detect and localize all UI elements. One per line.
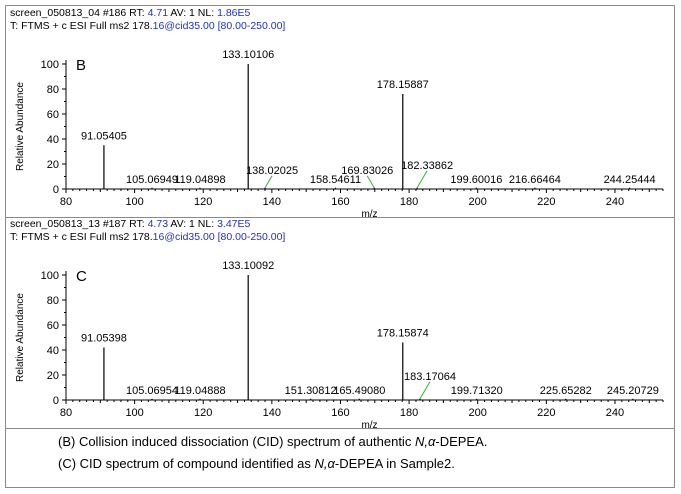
y-tick-label: 20 bbox=[47, 159, 59, 171]
peak-label: 158.54611 bbox=[310, 174, 361, 186]
y-axis-label: Relative Abundance bbox=[15, 293, 26, 382]
peak-label: 138.02025 bbox=[246, 165, 298, 177]
peak-label: 244.25444 bbox=[604, 174, 656, 186]
scan-id-text: screen_050813_13 #187 RT: bbox=[10, 218, 148, 230]
y-tick-label: 40 bbox=[47, 134, 59, 146]
peak-label-leader bbox=[419, 381, 431, 400]
y-tick-label: 60 bbox=[47, 320, 59, 332]
y-tick-label: 40 bbox=[47, 345, 59, 357]
peak-label: 199.71320 bbox=[451, 385, 503, 397]
panel-letter: B bbox=[76, 57, 86, 74]
scan-av-text: AV: 1 NL: bbox=[168, 7, 218, 19]
peak-label: 225.65282 bbox=[540, 385, 592, 397]
y-axis-label: Relative Abundance bbox=[15, 82, 26, 171]
retention-time-value: 4.71 bbox=[147, 7, 169, 19]
peak-label: 119.04888 bbox=[174, 385, 225, 397]
x-tick-label: 240 bbox=[606, 196, 624, 208]
retention-time-value: 4.73 bbox=[147, 218, 169, 230]
x-tick-label: 240 bbox=[606, 407, 624, 419]
peak-label: 182.33862 bbox=[401, 160, 453, 172]
scan-header-line2: T: FTMS + c ESI Full ms2 178.16@cid35.00… bbox=[10, 20, 285, 33]
peak-label: 91.05405 bbox=[81, 130, 127, 142]
y-tick-label: 0 bbox=[53, 395, 59, 407]
peak-label: 169.83026 bbox=[341, 165, 393, 177]
scan-filter-text: T: FTMS + c ESI Full ms2 178. bbox=[10, 20, 153, 32]
y-tick-label: 80 bbox=[47, 295, 59, 307]
y-tick-label: 20 bbox=[47, 370, 59, 382]
scan-filter-range: 16@cid35.00 [80.00-250.00] bbox=[152, 231, 286, 243]
peak-label: 133.10106 bbox=[222, 49, 274, 61]
normalization-level-value: 1.86E5 bbox=[217, 7, 251, 19]
peak-label: 183.17064 bbox=[404, 371, 456, 383]
y-tick-label: 0 bbox=[53, 184, 59, 196]
scan-header-line2: T: FTMS + c ESI Full ms2 178.16@cid35.00… bbox=[10, 231, 285, 244]
scan-av-text: AV: 1 NL: bbox=[168, 218, 218, 230]
x-tick-label: 120 bbox=[194, 196, 212, 208]
x-tick-label: 200 bbox=[469, 196, 487, 208]
peak-label-leader bbox=[366, 175, 375, 189]
panel-letter: C bbox=[76, 268, 87, 285]
peak-label: 105.06949 bbox=[126, 174, 178, 186]
caption-line-c: (C) CID spectrum of compound identified … bbox=[58, 456, 455, 471]
x-tick-label: 100 bbox=[125, 407, 143, 419]
scan-filter-text: T: FTMS + c ESI Full ms2 178. bbox=[10, 231, 153, 243]
peak-label: 165.49080 bbox=[333, 385, 385, 397]
spectrum-panel-c: screen_050813_13 #187 RT: 4.73 AV: 1 NL:… bbox=[6, 217, 674, 429]
peak-label-leader bbox=[416, 170, 428, 189]
x-tick-label: 160 bbox=[331, 407, 349, 419]
x-tick-label: 120 bbox=[194, 407, 212, 419]
peak-label: 178.15887 bbox=[377, 79, 429, 91]
y-tick-label: 100 bbox=[41, 270, 59, 282]
caption-line-b: (B) Collision induced dissociation (CID)… bbox=[58, 434, 488, 449]
spectrum-chart-c: 0 20 40 60 80 100 80 100 120 140 160 180 200 220 240 m/… bbox=[15, 260, 664, 428]
normalization-level-value: 3.47E5 bbox=[217, 218, 251, 230]
scan-header-line1: screen_050813_04 #186 RT: 4.71 AV: 1 NL:… bbox=[10, 7, 250, 20]
x-tick-label: 180 bbox=[400, 196, 418, 208]
peak-label: 91.05398 bbox=[81, 333, 127, 345]
scan-id-text: screen_050813_04 #186 RT: bbox=[10, 7, 148, 19]
y-tick-label: 100 bbox=[41, 59, 59, 71]
peak-label: 105.06954 bbox=[126, 385, 178, 397]
peak-label: 119.04898 bbox=[174, 174, 225, 186]
x-tick-label: 140 bbox=[263, 407, 281, 419]
peak-label: 216.66464 bbox=[509, 174, 561, 186]
peak-label: 178.15874 bbox=[377, 328, 429, 340]
spectrum-panel-b: screen_050813_04 #186 RT: 4.71 AV: 1 NL:… bbox=[6, 6, 674, 218]
x-tick-label: 80 bbox=[60, 407, 72, 419]
x-tick-label: 160 bbox=[331, 196, 349, 208]
x-axis-label: m/z bbox=[361, 420, 377, 428]
y-tick-label: 80 bbox=[47, 84, 59, 96]
x-tick-label: 140 bbox=[263, 196, 281, 208]
figure-caption: (B) Collision induced dissociation (CID)… bbox=[6, 430, 674, 486]
x-axis-label: m/z bbox=[361, 209, 377, 217]
peak-label: 199.60016 bbox=[450, 174, 502, 186]
spectrum-chart-b: 0 20 40 60 80 100 80 100 120 140 160 180 200 220 240 m/… bbox=[15, 49, 664, 217]
x-tick-label: 100 bbox=[125, 196, 143, 208]
peak-label: 151.30812 bbox=[285, 385, 337, 397]
peak-label: 245.20729 bbox=[607, 385, 659, 397]
x-tick-label: 220 bbox=[537, 196, 555, 208]
y-tick-label: 60 bbox=[47, 109, 59, 121]
x-tick-label: 180 bbox=[400, 407, 418, 419]
peak-label: 133.10092 bbox=[222, 260, 274, 272]
scan-header-line1: screen_050813_13 #187 RT: 4.73 AV: 1 NL:… bbox=[10, 218, 250, 231]
peak-label-leader bbox=[264, 175, 273, 189]
x-tick-label: 80 bbox=[60, 196, 72, 208]
scan-filter-range: 16@cid35.00 [80.00-250.00] bbox=[152, 20, 286, 32]
x-tick-label: 220 bbox=[537, 407, 555, 419]
x-tick-label: 200 bbox=[469, 407, 487, 419]
figure-frame bbox=[5, 5, 675, 488]
